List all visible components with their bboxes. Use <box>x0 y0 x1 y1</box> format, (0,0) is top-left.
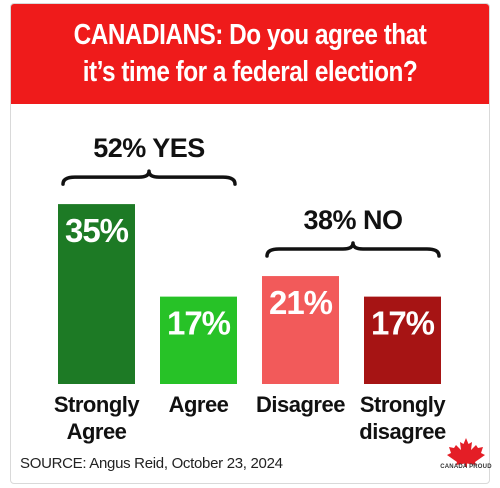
bar-agree <box>160 296 237 384</box>
bar-value-agree: 17% <box>167 305 231 342</box>
category-label-strongly-agree-line-2: Agree <box>67 419 127 444</box>
category-label-agree: Agree <box>169 392 229 417</box>
group-total-yes: 52% YES <box>93 133 205 163</box>
category-label-strongly-disagree-line-2: disagree <box>359 419 446 444</box>
maple-leaf-icon <box>447 438 485 467</box>
source-note: SOURCE: Angus Reid, October 23, 2024 <box>20 455 283 472</box>
category-label-disagree: Disagree <box>256 392 345 417</box>
bar-strongly-agree <box>58 204 135 384</box>
group-brace-yes <box>61 169 237 186</box>
chart-title-line-2: it’s time for a federal election? <box>82 56 418 88</box>
category-label-strongly-agree-line-1: Strongly <box>54 392 140 417</box>
category-label-strongly-disagree-line-1: Strongly <box>360 392 446 417</box>
bar-disagree <box>262 276 339 384</box>
group-total-no: 38% NO <box>303 205 402 235</box>
group-brace-no <box>265 241 441 258</box>
logo-text: CANADA PROUD <box>440 464 492 470</box>
infographic-card: CANADIANS: Do you agree that it’s time f… <box>10 3 490 484</box>
bar-value-disagree: 21% <box>269 284 333 321</box>
canada-proud-logo: CANADA PROUD <box>440 437 492 483</box>
bar-value-strongly-agree: 35% <box>65 212 129 249</box>
chart-title-line-1: CANADIANS: Do you agree that <box>73 19 427 51</box>
bar-strongly-disagree <box>364 296 441 384</box>
bar-value-strongly-disagree: 17% <box>371 305 435 342</box>
title-banner: CANADIANS: Do you agree that it’s time f… <box>11 4 489 104</box>
